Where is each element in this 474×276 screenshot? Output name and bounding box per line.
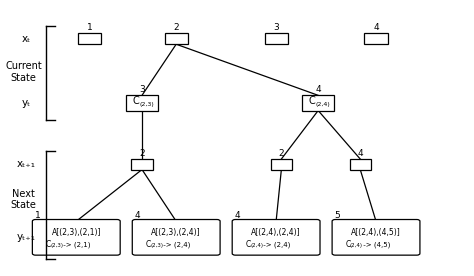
FancyBboxPatch shape bbox=[302, 95, 335, 111]
Text: 2: 2 bbox=[173, 23, 179, 32]
Text: 1: 1 bbox=[35, 211, 40, 220]
Text: 3: 3 bbox=[139, 85, 145, 94]
Text: 3: 3 bbox=[273, 23, 279, 32]
Text: (2,4): (2,4) bbox=[350, 243, 363, 248]
Text: A[(2,4),(4,5)]: A[(2,4),(4,5)] bbox=[351, 229, 401, 237]
FancyBboxPatch shape bbox=[264, 33, 288, 44]
Text: xₜ₊₁: xₜ₊₁ bbox=[17, 159, 36, 169]
Text: A[(2,3),(2,1)]: A[(2,3),(2,1)] bbox=[52, 229, 101, 237]
FancyBboxPatch shape bbox=[350, 159, 371, 169]
FancyBboxPatch shape bbox=[132, 219, 220, 255]
FancyBboxPatch shape bbox=[164, 33, 188, 44]
Text: (2,3): (2,3) bbox=[50, 243, 63, 248]
Text: A[(2,3),(2,4)]: A[(2,3),(2,4)] bbox=[151, 229, 201, 237]
Text: C: C bbox=[346, 240, 351, 249]
Text: (2,4): (2,4) bbox=[250, 243, 263, 248]
Text: 2: 2 bbox=[139, 148, 145, 158]
Text: 2: 2 bbox=[279, 148, 284, 158]
Text: yₜ₊₁: yₜ₊₁ bbox=[17, 232, 36, 242]
Text: 4: 4 bbox=[357, 148, 363, 158]
Text: Current
State: Current State bbox=[5, 62, 42, 83]
Text: -> (2,1): -> (2,1) bbox=[61, 242, 91, 248]
Text: yₜ: yₜ bbox=[22, 98, 31, 108]
Text: C: C bbox=[246, 240, 251, 249]
Text: 4: 4 bbox=[234, 211, 240, 220]
Text: 4: 4 bbox=[135, 211, 140, 220]
Text: xₜ: xₜ bbox=[22, 34, 31, 44]
FancyBboxPatch shape bbox=[332, 219, 420, 255]
Text: C: C bbox=[133, 96, 139, 106]
FancyBboxPatch shape bbox=[131, 159, 153, 169]
FancyBboxPatch shape bbox=[32, 219, 120, 255]
FancyBboxPatch shape bbox=[365, 33, 388, 44]
Text: 4: 4 bbox=[373, 23, 379, 32]
Text: -> (2,4): -> (2,4) bbox=[261, 242, 291, 248]
FancyBboxPatch shape bbox=[126, 95, 158, 111]
Text: 1: 1 bbox=[87, 23, 92, 32]
Text: A[(2,4),(2,4)]: A[(2,4),(2,4)] bbox=[251, 229, 301, 237]
Text: C: C bbox=[309, 96, 316, 106]
FancyBboxPatch shape bbox=[271, 159, 292, 169]
Text: 4: 4 bbox=[315, 85, 321, 94]
Text: C: C bbox=[46, 240, 51, 249]
Text: -> (2,4): -> (2,4) bbox=[161, 242, 191, 248]
Text: (2,4): (2,4) bbox=[316, 102, 330, 107]
Text: C: C bbox=[146, 240, 151, 249]
Text: 5: 5 bbox=[334, 211, 340, 220]
Text: (2,3): (2,3) bbox=[139, 102, 154, 107]
Text: -> (4,5): -> (4,5) bbox=[361, 242, 391, 248]
Text: Next
State: Next State bbox=[11, 189, 36, 210]
FancyBboxPatch shape bbox=[78, 33, 101, 44]
FancyBboxPatch shape bbox=[232, 219, 320, 255]
Text: (2,3): (2,3) bbox=[150, 243, 163, 248]
